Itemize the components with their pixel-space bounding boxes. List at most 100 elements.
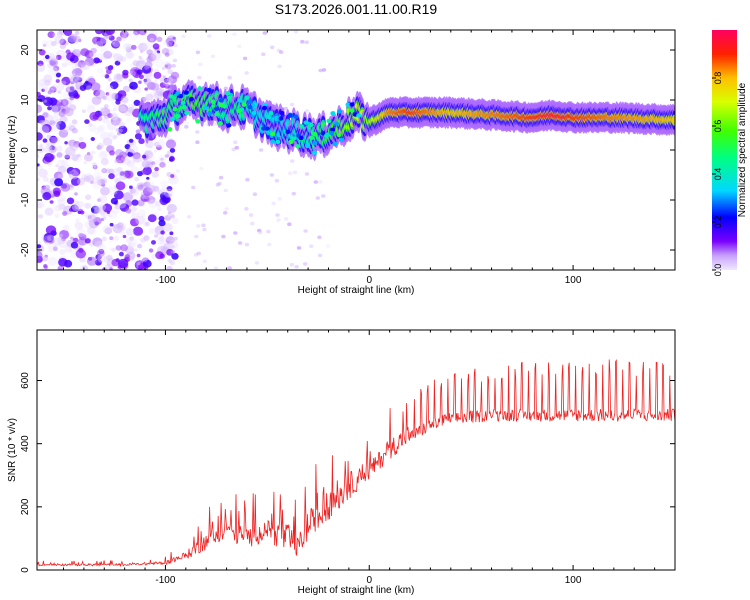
heatmap-noise-blob bbox=[244, 207, 249, 211]
heatmap-ridge-blob bbox=[189, 96, 194, 102]
heatmap-noise-blob bbox=[221, 234, 226, 239]
heatmap-noise-blob bbox=[100, 186, 110, 196]
heatmap-noise-blob bbox=[112, 40, 121, 48]
heatmap-ridge-blob bbox=[293, 114, 299, 119]
heatmap-noise-blob bbox=[154, 58, 165, 69]
heatmap-ridge-blob bbox=[312, 140, 318, 146]
heatmap-noise-blob bbox=[97, 243, 106, 252]
heatmap-noise-blob bbox=[146, 56, 154, 63]
heatmap-noise-blob bbox=[195, 50, 201, 55]
heatmap-noise-blob bbox=[131, 199, 139, 206]
heatmap-noise-blob bbox=[275, 213, 280, 217]
heatmap-noise-blob bbox=[97, 254, 107, 263]
heatmap-noise-blob bbox=[118, 258, 129, 269]
heatmap-noise-blob bbox=[54, 35, 64, 45]
heatmap-noise-blob bbox=[122, 42, 131, 51]
heatmap-noise-blob bbox=[49, 135, 57, 143]
heatmap-noise-blob bbox=[107, 213, 112, 218]
heatmap-noise-blob bbox=[153, 90, 164, 100]
heatmap-noise-blob bbox=[283, 106, 288, 111]
heatmap-noise-blob bbox=[195, 140, 200, 144]
heatmap-noise-blob bbox=[37, 202, 43, 208]
heatmap-noise-blob bbox=[277, 64, 282, 69]
heatmap-noise-blob bbox=[300, 39, 305, 44]
heatmap-noise-blob bbox=[49, 120, 54, 124]
heatmap-noise-blob bbox=[146, 33, 157, 43]
heatmap-noise-blob bbox=[111, 206, 121, 215]
heatmap-noise-blob bbox=[94, 171, 102, 178]
heatmap-ridge-blob bbox=[241, 102, 247, 107]
heatmap-noise-blob bbox=[78, 136, 84, 142]
heatmap-noise-blob bbox=[72, 168, 76, 172]
heatmap-ridge-blob bbox=[170, 116, 176, 122]
heatmap-ridge-blob bbox=[270, 139, 276, 144]
heatmap-noise-blob bbox=[127, 30, 133, 33]
spectrogram-y-axis-label: Frequency (Hz) bbox=[7, 116, 18, 185]
heatmap-noise-blob bbox=[83, 177, 90, 183]
heatmap-noise-blob bbox=[50, 40, 57, 47]
heatmap-noise-blob bbox=[69, 70, 76, 76]
heatmap-noise-blob bbox=[84, 202, 92, 209]
heatmap-noise-blob bbox=[156, 236, 166, 246]
heatmap-noise-blob bbox=[184, 125, 189, 129]
heatmap-noise-blob bbox=[202, 227, 207, 232]
heatmap-noise-blob bbox=[227, 266, 232, 270]
heatmap-noise-blob bbox=[155, 88, 165, 96]
heatmap-noise-blob bbox=[121, 155, 128, 162]
heatmap-noise-blob bbox=[164, 214, 172, 221]
heatmap-noise-blob bbox=[110, 116, 121, 126]
heatmap-noise-blob bbox=[159, 188, 167, 195]
heatmap-noise-blob bbox=[168, 156, 175, 162]
heatmap-noise-blob bbox=[109, 267, 113, 270]
heatmap-noise-blob bbox=[132, 60, 140, 67]
heatmap-noise-blob bbox=[68, 208, 73, 212]
heatmap-noise-blob bbox=[109, 150, 115, 156]
heatmap-noise-blob bbox=[81, 109, 86, 113]
heatmap-noise-blob bbox=[105, 85, 114, 93]
heatmap-noise-blob bbox=[100, 37, 108, 44]
heatmap-noise-blob bbox=[69, 86, 75, 91]
heatmap-noise-blob bbox=[56, 203, 65, 211]
heatmap-ridge-blob bbox=[261, 126, 266, 131]
heatmap-noise-blob bbox=[304, 172, 310, 176]
heatmap-noise-blob bbox=[92, 36, 101, 45]
heatmap-noise-blob bbox=[143, 187, 153, 197]
heatmap-noise-blob bbox=[92, 237, 103, 247]
heatmap-noise-blob bbox=[84, 153, 93, 162]
heatmap-noise-blob bbox=[77, 154, 81, 158]
heatmap-noise-blob bbox=[154, 141, 161, 148]
heatmap-noise-blob bbox=[143, 42, 153, 51]
heatmap-noise-blob bbox=[115, 99, 121, 105]
heatmap-noise-blob bbox=[141, 160, 151, 169]
heatmap-noise-blob bbox=[150, 185, 160, 194]
heatmap-noise-blob bbox=[287, 222, 292, 226]
heatmap-noise-blob bbox=[91, 81, 96, 85]
heatmap-noise-blob bbox=[63, 30, 73, 36]
heatmap-noise-blob bbox=[37, 200, 45, 209]
heatmap-noise-blob bbox=[113, 107, 117, 111]
heatmap-noise-blob bbox=[155, 139, 166, 148]
heatmap-noise-blob bbox=[258, 148, 264, 152]
heatmap-ridge-blob bbox=[251, 110, 257, 116]
heatmap-noise-blob bbox=[70, 80, 75, 85]
heatmap-noise-blob bbox=[69, 96, 75, 101]
colorbar-tick-label: 0.8 bbox=[713, 72, 723, 85]
heatmap-ridge-blob bbox=[329, 131, 335, 136]
heatmap-noise-blob bbox=[125, 46, 132, 53]
y-tick-label: 400 bbox=[20, 435, 31, 452]
heatmap-noise-blob bbox=[146, 222, 152, 227]
heatmap-noise-blob bbox=[109, 236, 114, 241]
heatmap-noise-blob bbox=[161, 67, 166, 70]
heatmap-noise-blob bbox=[51, 123, 59, 131]
heatmap-ridge-blob bbox=[337, 109, 343, 114]
heatmap-noise-blob bbox=[90, 180, 94, 184]
heatmap-ridge-blob bbox=[270, 131, 276, 137]
heatmap-noise-blob bbox=[124, 170, 134, 179]
heatmap-noise-blob bbox=[99, 115, 103, 119]
heatmap-noise-blob bbox=[37, 165, 43, 171]
heatmap-noise-blob bbox=[71, 203, 80, 212]
heatmap-noise-blob bbox=[118, 128, 123, 133]
heatmap-noise-blob bbox=[94, 131, 100, 136]
heatmap-ridge-blob bbox=[303, 120, 309, 125]
figure-title: S173.2026.001.11.00.R19 bbox=[275, 1, 438, 17]
